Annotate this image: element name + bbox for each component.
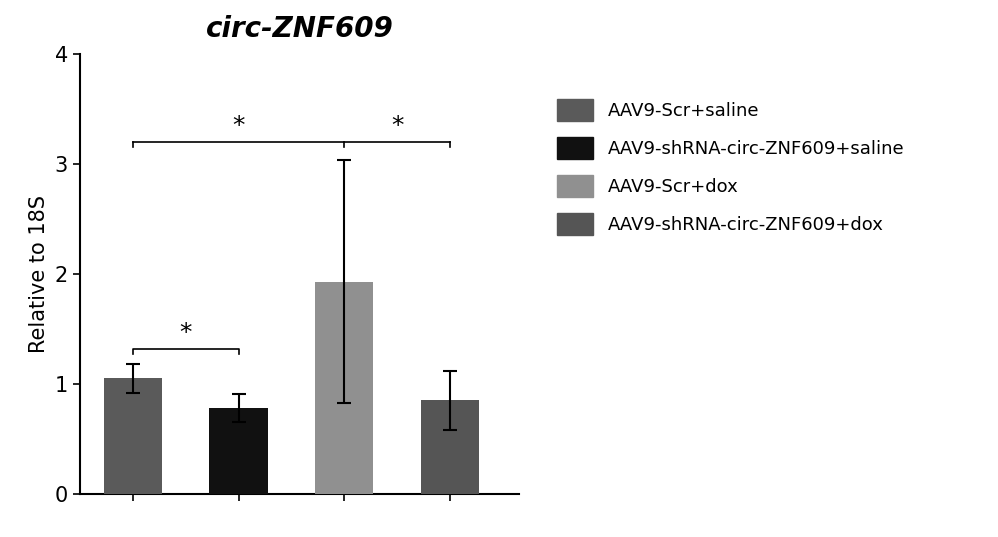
Bar [210,408,267,494]
Text: *: * [233,114,245,139]
Bar [104,379,162,494]
Legend: AAV9-Scr+saline, AAV9-shRNA-circ-ZNF609+saline, AAV9-Scr+dox, AAV9-shRNA-circ-ZN: AAV9-Scr+saline, AAV9-shRNA-circ-ZNF609+… [548,90,913,244]
Title: circ-ZNF609: circ-ZNF609 [206,15,393,43]
Y-axis label: Relative to 18S: Relative to 18S [29,195,49,353]
Bar [421,401,479,494]
Text: *: * [180,322,192,345]
Text: *: * [391,114,403,139]
Bar [315,281,373,494]
